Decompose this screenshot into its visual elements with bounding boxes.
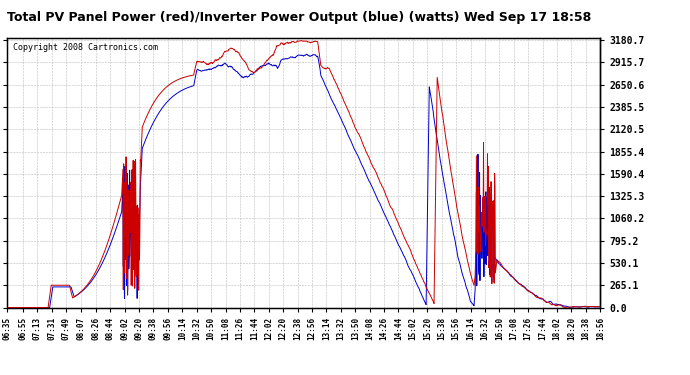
Text: Total PV Panel Power (red)/Inverter Power Output (blue) (watts) Wed Sep 17 18:58: Total PV Panel Power (red)/Inverter Powe… bbox=[7, 11, 591, 24]
Text: Copyright 2008 Cartronics.com: Copyright 2008 Cartronics.com bbox=[13, 43, 158, 52]
